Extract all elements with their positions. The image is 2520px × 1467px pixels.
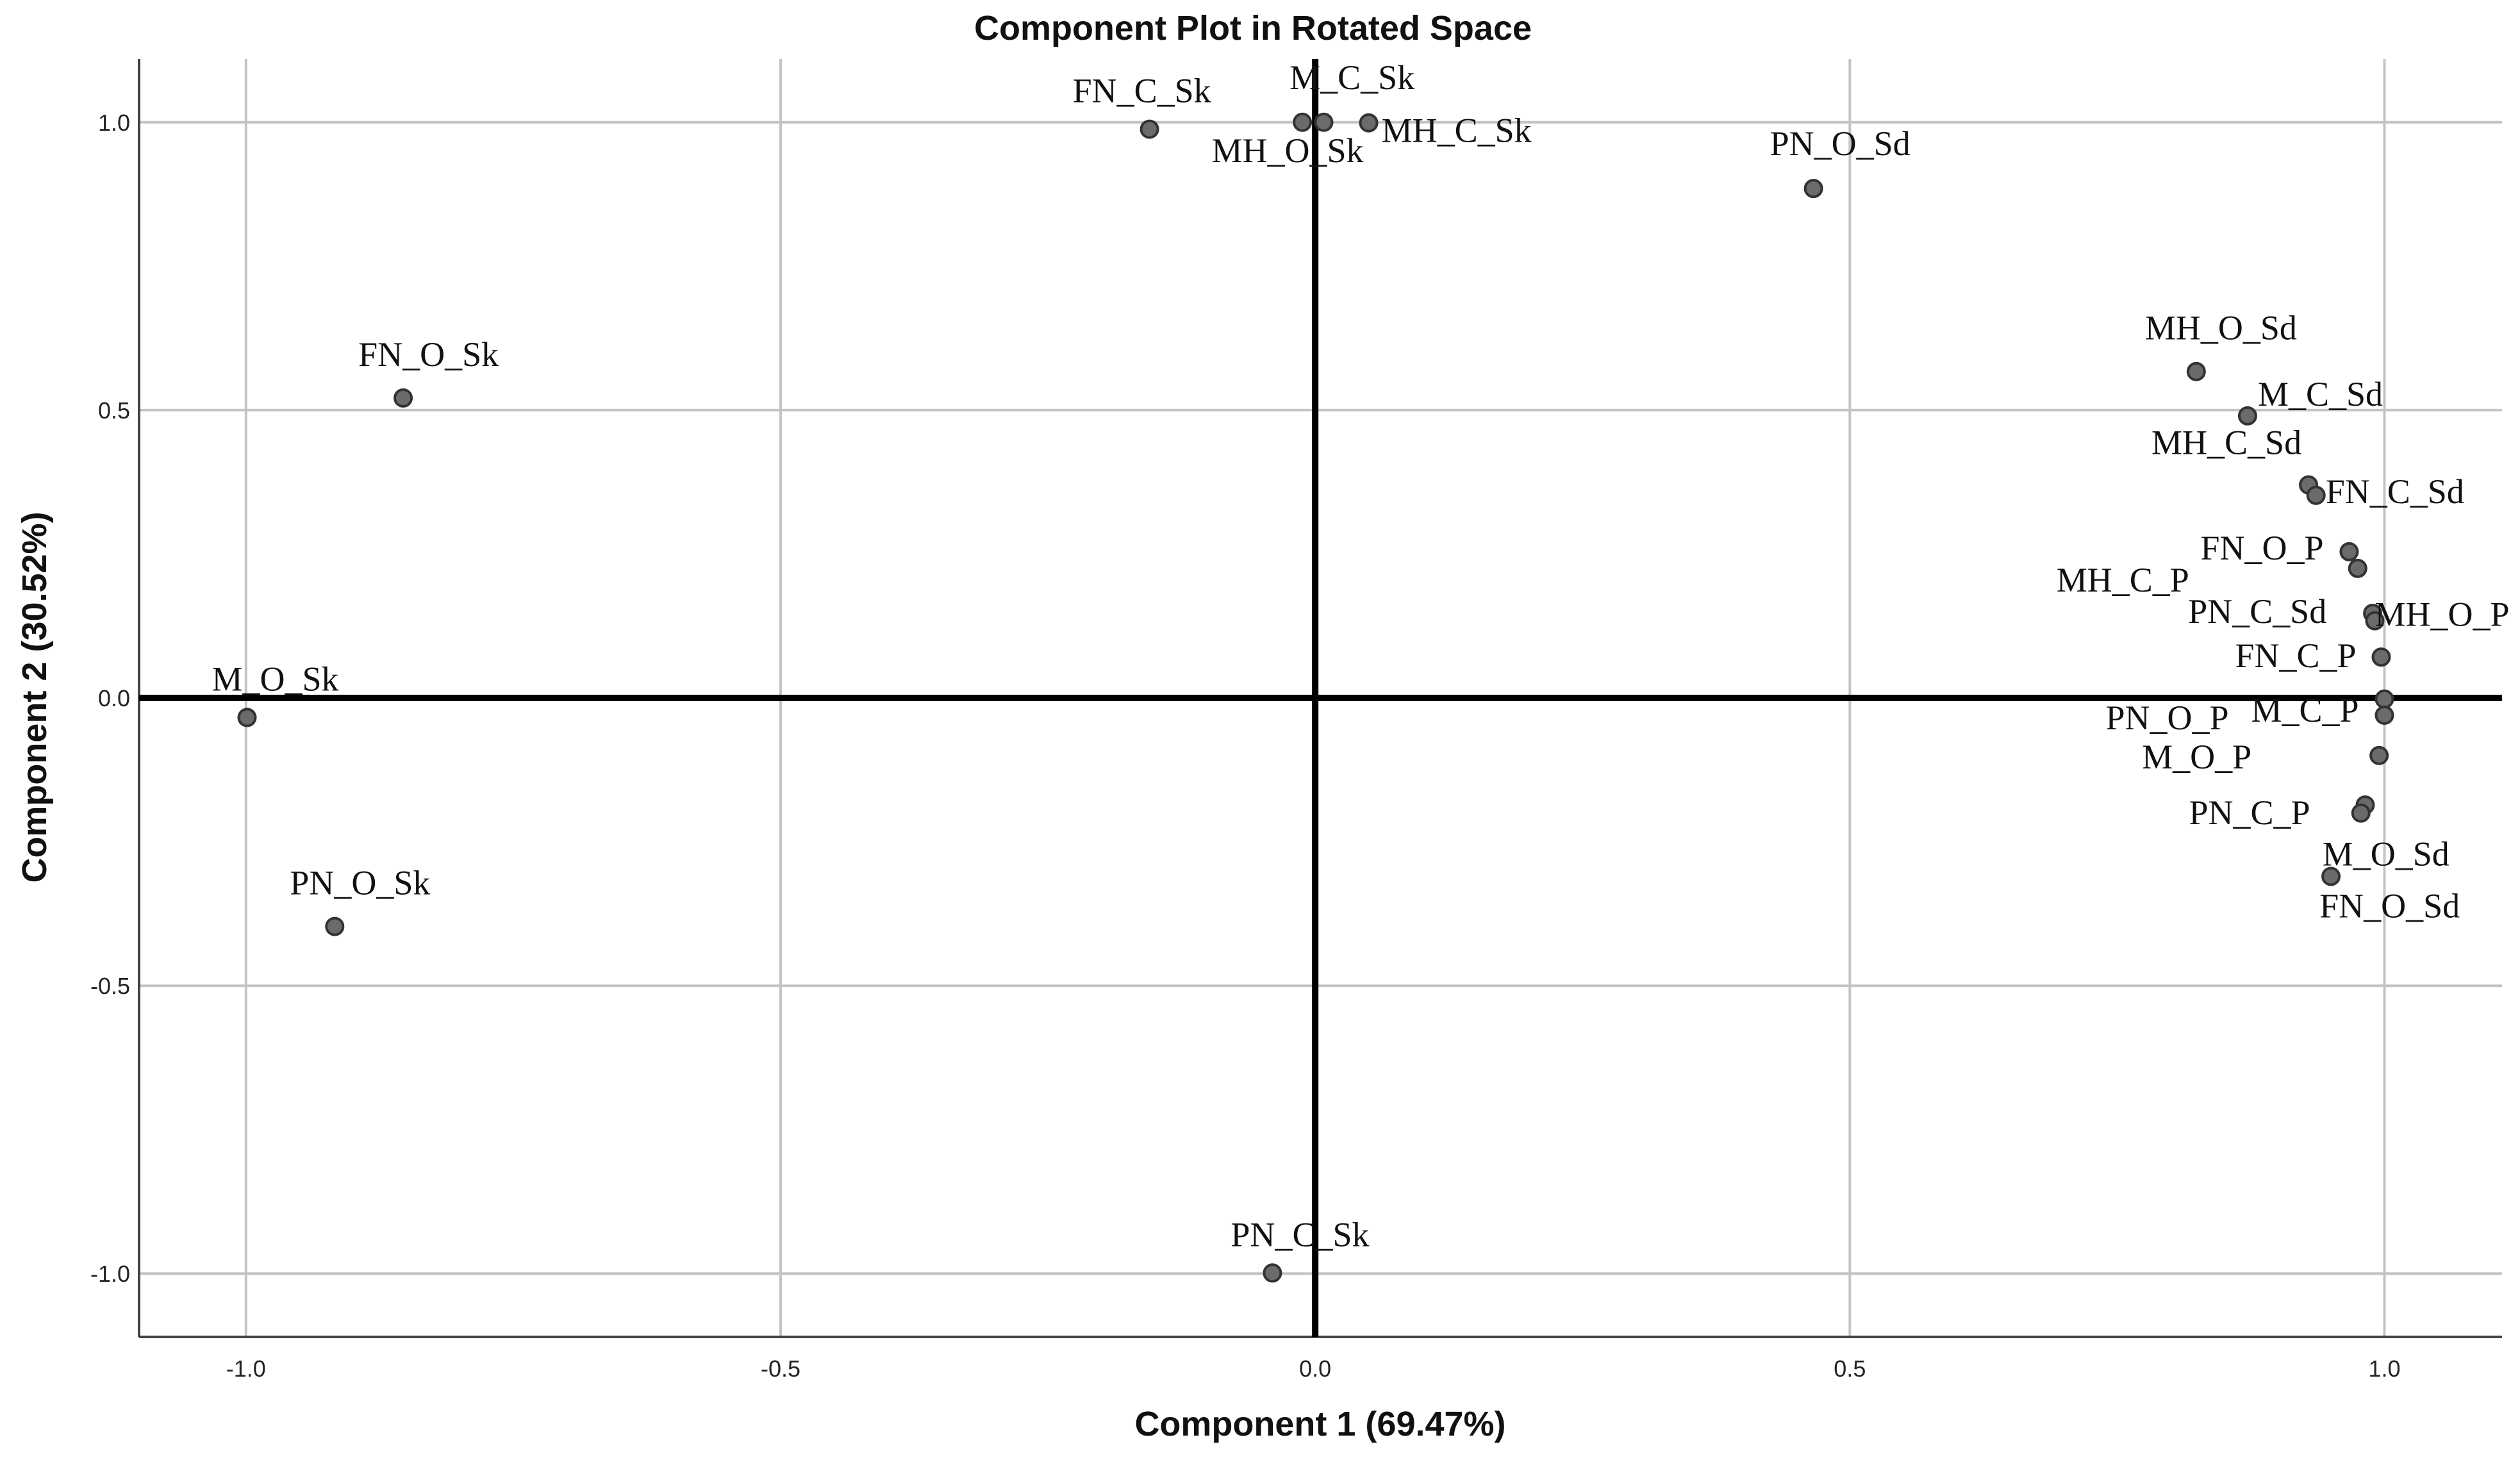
tick-labels: -1.0 -0.5 0.0 0.5 1.0 -1.0 -0.5 0.0 0.5 1.0 xyxy=(90,110,2401,1382)
x-tick-label: -1.0 xyxy=(226,1355,266,1382)
data-point xyxy=(2339,542,2359,561)
chart-title: Component Plot in Rotated Space xyxy=(974,9,1532,47)
point-label: M_O_Sd xyxy=(2323,835,2450,874)
point-label: FN_C_Sk xyxy=(1073,72,1211,110)
data-point xyxy=(2371,647,2391,667)
point-label: MH_C_P xyxy=(2057,561,2189,599)
y-axis-title: Component 2 (30.52%) xyxy=(15,511,54,883)
data-point xyxy=(2306,485,2326,505)
point-label: PN_C_P xyxy=(2189,793,2310,832)
data-point xyxy=(2186,361,2206,381)
data-point xyxy=(2351,803,2371,823)
point-label: M_C_P xyxy=(2251,691,2358,729)
data-point xyxy=(2348,558,2367,578)
point-label: PN_C_Sd xyxy=(2188,592,2326,631)
reference-lines xyxy=(139,59,2502,1337)
point-label: M_O_P xyxy=(2142,738,2251,776)
data-point xyxy=(325,916,345,936)
x-tick-label: -0.5 xyxy=(761,1355,800,1382)
x-tick-label: 0.5 xyxy=(1834,1355,1866,1382)
point-label: PN_C_Sk xyxy=(1231,1215,1369,1254)
data-point xyxy=(2375,689,2394,709)
data-point xyxy=(2375,705,2394,725)
point-label: FN_O_Sd xyxy=(2319,886,2460,925)
point-label: FN_O_P xyxy=(2200,529,2323,567)
data-point xyxy=(2237,406,2257,426)
data-point xyxy=(1140,119,1159,139)
point-label: FN_O_Sk xyxy=(358,335,499,374)
point-label: MH_O_Sk xyxy=(1212,131,1364,170)
data-point xyxy=(2321,866,2341,886)
point-label: M_O_Sk xyxy=(212,660,339,699)
y-tick-label: -1.0 xyxy=(90,1261,130,1287)
point-label: PN_O_Sk xyxy=(290,864,430,902)
y-tick-label: 0.0 xyxy=(98,685,130,711)
data-point xyxy=(237,708,257,727)
point-label: PN_O_Sd xyxy=(1770,124,1911,163)
data-point xyxy=(2369,745,2389,765)
point-label: MH_C_Sd xyxy=(2151,424,2301,462)
point-label: MH_O_P xyxy=(2375,595,2509,634)
point-label: FN_C_Sd xyxy=(2326,472,2464,511)
data-point xyxy=(1314,112,1334,132)
data-point xyxy=(1803,179,1823,199)
point-label: MH_C_Sk xyxy=(1382,112,1532,150)
y-tick-label: -0.5 xyxy=(90,973,130,999)
point-labels: FN_C_Sk M_C_Sk MH_C_Sk MH_O_Sk PN_O_Sd FN_O_S… xyxy=(212,58,2510,1254)
x-tick-label: 0.0 xyxy=(1299,1355,1331,1382)
data-point xyxy=(1293,112,1313,132)
point-label: MH_O_Sd xyxy=(2145,309,2297,347)
point-label: FN_C_P xyxy=(2235,636,2356,675)
data-point xyxy=(394,388,413,408)
y-tick-label: 0.5 xyxy=(98,397,130,424)
x-tick-label: 1.0 xyxy=(2368,1355,2400,1382)
y-tick-label: 1.0 xyxy=(98,110,130,136)
data-point xyxy=(1359,113,1379,133)
point-label: M_C_Sk xyxy=(1289,58,1414,97)
x-axis-title: Component 1 (69.47%) xyxy=(1134,1405,1505,1443)
point-label: M_C_Sd xyxy=(2258,375,2383,413)
point-label: PN_O_P xyxy=(2105,699,2228,737)
data-points xyxy=(237,112,2394,1283)
data-point xyxy=(2365,611,2385,631)
data-point xyxy=(1263,1263,1282,1283)
